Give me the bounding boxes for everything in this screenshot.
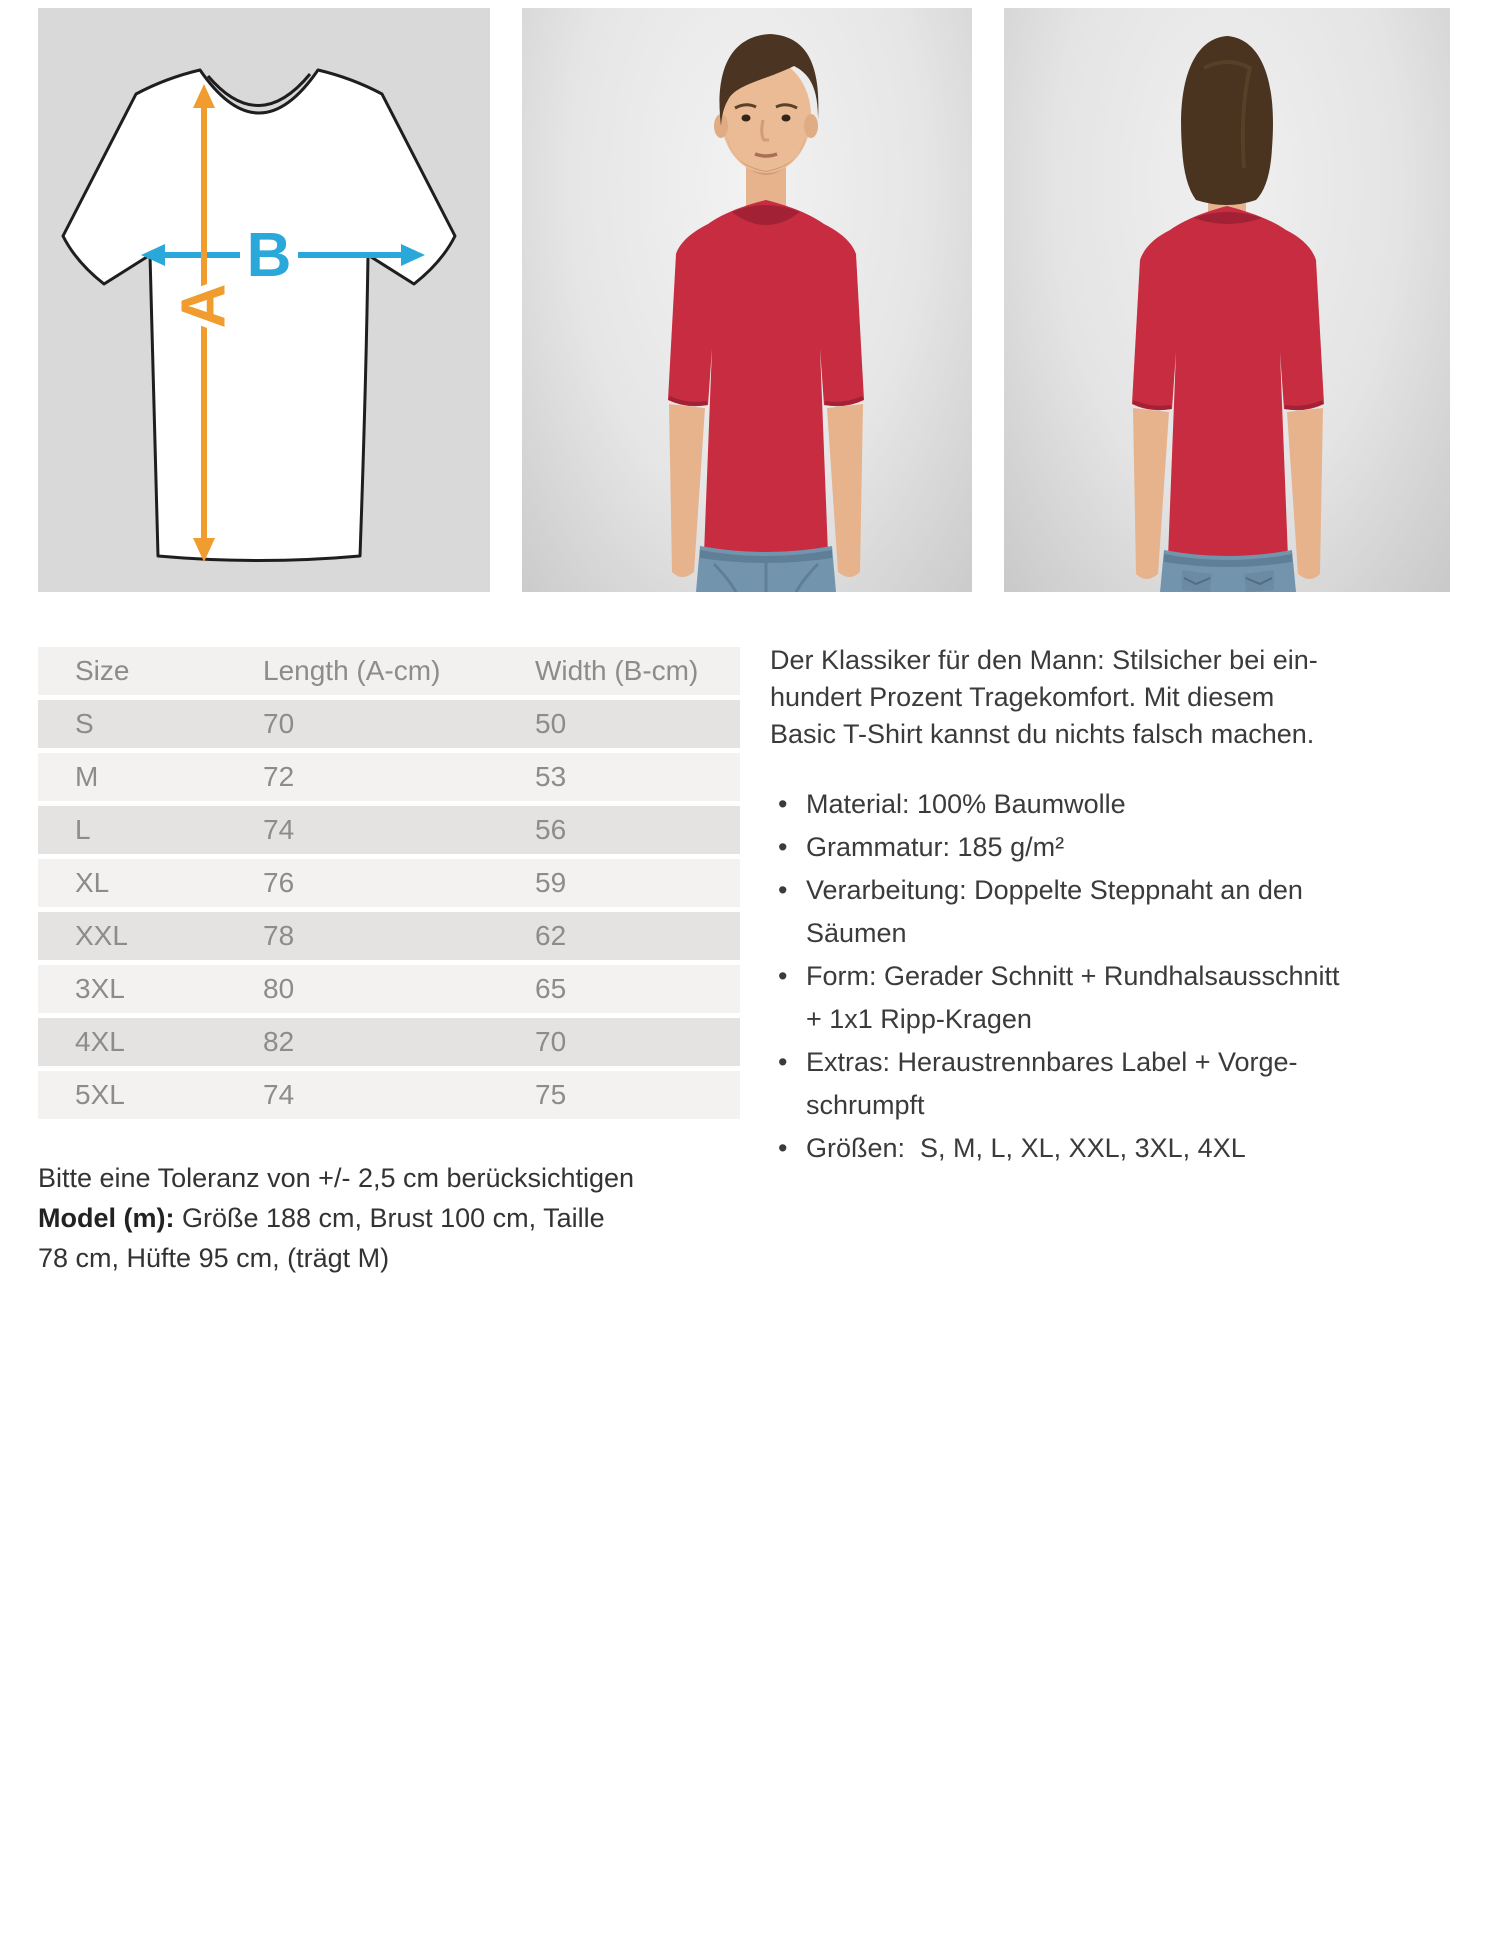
eye-left: [741, 114, 751, 122]
model-note-label: Model (m):: [38, 1203, 175, 1233]
size-diagram-image: A B: [38, 8, 490, 592]
jeans-waistband: [700, 550, 832, 563]
label-a: A: [170, 284, 239, 329]
model-ear-right: [804, 114, 818, 138]
size-table-cell: L: [75, 814, 91, 845]
size-table-row: 3XL 80 65: [38, 962, 740, 1016]
size-table-cell: 56: [535, 814, 567, 845]
size-table-cell: 62: [535, 920, 567, 951]
size-table-cell: 75: [535, 1079, 567, 1110]
model-note: Model (m): Größe 188 cm, Brust 100 cm, T…: [38, 1198, 698, 1278]
eyebrow-right: [775, 103, 798, 110]
size-table-row: M 72 53: [38, 750, 740, 804]
jeans-back-pocket-left: [1182, 570, 1212, 592]
nose: [760, 119, 769, 142]
product-photo-front: [522, 8, 972, 592]
length-arrow-a: [193, 84, 215, 562]
feature-item: Verarbeitung: Doppelte Steppnaht an den …: [770, 869, 1470, 955]
pocket-stitch-left: [1183, 577, 1211, 586]
back-collar-band: [1194, 212, 1262, 224]
jeans-pocket-left: [712, 562, 738, 592]
tshirt-measurement-diagram: A B: [61, 68, 457, 562]
model-note-text: Größe 188 cm, Brust 100 cm, Taille 78 cm…: [38, 1203, 605, 1273]
size-table-section: Size Length (A-cm) Width (B-cm) S 70 50 M 72 53 L…: [38, 647, 740, 1124]
size-table-cell: 5XL: [75, 1079, 125, 1110]
size-table-cell: 50: [535, 708, 567, 739]
pocket-stitch-right: [1245, 577, 1273, 586]
model-arm-right: [827, 404, 863, 577]
feature-item: Material: 100% Baumwolle: [770, 783, 1470, 826]
size-table-cell: 74: [263, 1079, 295, 1110]
model-hair-back: [1181, 36, 1273, 205]
size-table-cell: 78: [263, 920, 295, 951]
hair-streaks: [1203, 60, 1253, 169]
mouth: [754, 152, 778, 158]
feature-item: Form: Gerader Schnitt + Rundhalsausschni…: [770, 955, 1470, 1041]
jeans-pocket-right: [794, 562, 820, 592]
product-description-section: Der Klassiker für den Mann: Stilsicher b…: [770, 642, 1470, 1170]
eyebrow-left: [734, 103, 757, 110]
size-table-cell: 70: [263, 708, 295, 739]
model-face: [721, 59, 811, 173]
jeans-back: [1160, 550, 1296, 592]
model-arm-right-back: [1287, 408, 1323, 579]
size-table-cell: 53: [535, 761, 567, 792]
feature-item: Grammatur: 185 g/m²: [770, 826, 1470, 869]
label-b: B: [247, 221, 292, 290]
size-table-cell: 82: [263, 1026, 295, 1057]
eye-right: [781, 114, 791, 122]
size-table-row: XL 76 59: [38, 856, 740, 910]
size-table-header-cell: Size: [75, 655, 130, 686]
size-table-cell: 4XL: [75, 1026, 125, 1057]
size-table-header-cell: Width (B-cm): [535, 655, 699, 686]
size-table: Size Length (A-cm) Width (B-cm) S 70 50 M 72 53 L…: [38, 647, 740, 1124]
notes-section: Bitte eine Toleranz von +/- 2,5 cm berüc…: [38, 1158, 698, 1278]
size-table-row: 5XL 74 75: [38, 1068, 740, 1122]
size-table-row: L 74 56: [38, 803, 740, 857]
size-table-cell: 59: [535, 867, 567, 898]
size-table-cell: XXL: [75, 920, 128, 951]
size-table-cell: 65: [535, 973, 567, 1004]
model-back-illustration: [1132, 36, 1324, 592]
collar-inner-line: [206, 73, 312, 107]
size-table-cell: 3XL: [75, 973, 125, 1004]
size-table-cell: 70: [535, 1026, 567, 1057]
model-arm-left-back: [1133, 408, 1169, 579]
red-tshirt-back: [1132, 206, 1324, 564]
back-sleeve-hem-right: [1284, 400, 1324, 410]
size-table-cell: M: [75, 761, 99, 792]
model-hair: [719, 34, 819, 126]
width-arrow-b: [141, 244, 425, 266]
back-sleeve-hem-left: [1132, 400, 1172, 410]
tolerance-note: Bitte eine Toleranz von +/- 2,5 cm berüc…: [38, 1163, 635, 1193]
size-table-cell: 74: [263, 814, 295, 845]
size-table-header-row: Size Length (A-cm) Width (B-cm): [38, 647, 740, 698]
feature-item: Größen: S, M, L, XL, XXL, 3XL, 4XL: [770, 1127, 1470, 1170]
feature-list: Material: 100% BaumwolleGrammatur: 185 g…: [770, 783, 1470, 1170]
model-front-illustration: [668, 34, 864, 592]
model-arm-left: [669, 404, 705, 577]
size-table-cell: 72: [263, 761, 295, 792]
product-description: Der Klassiker für den Mann: Stilsicher b…: [770, 645, 1318, 749]
red-tshirt-front: [668, 200, 864, 560]
jeans-back-pocket-right: [1244, 570, 1274, 592]
sleeve-hem-right: [824, 396, 864, 406]
sleeve-hem-left: [668, 396, 708, 406]
product-photo-back: [1004, 8, 1450, 592]
feature-item: Extras: Heraustrennbares Label + Vorge- …: [770, 1041, 1470, 1127]
collar-band: [732, 205, 800, 225]
size-table-cell: 76: [263, 867, 295, 898]
tshirt-outline: [61, 68, 457, 562]
size-table-cell: XL: [75, 867, 110, 898]
size-table-header-cell: Length (A-cm): [263, 655, 441, 686]
jeans-back-waistband: [1164, 554, 1292, 567]
size-table-row: 4XL 82 70: [38, 1015, 740, 1069]
size-table-row: S 70 50: [38, 697, 740, 751]
size-table-cell: 80: [263, 973, 295, 1004]
size-table-row: XXL 78 62: [38, 909, 740, 963]
size-table-cell: S: [75, 708, 94, 739]
